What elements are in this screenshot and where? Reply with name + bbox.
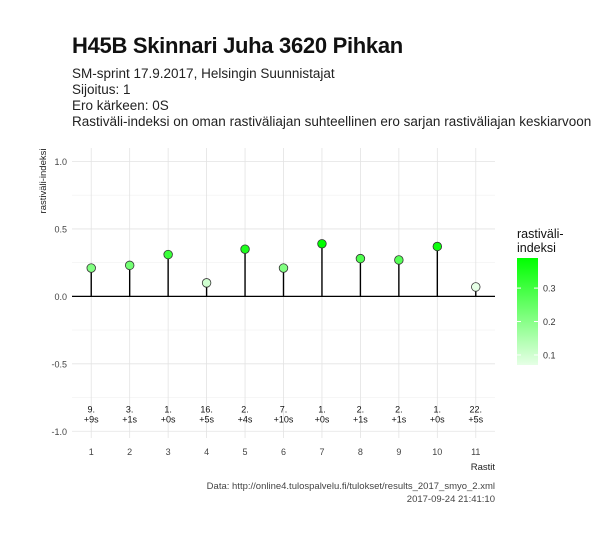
- data-point: [163, 249, 173, 260]
- legend-title-line-2: indeksi: [517, 241, 556, 255]
- legend-title-line-1: rastiväli-: [517, 227, 564, 241]
- subtitle-rank: Sijoitus: 1: [72, 82, 131, 97]
- data-point: [471, 282, 481, 292]
- x-tick-label: 10: [432, 447, 442, 457]
- time-loss-label: +1s: [391, 414, 406, 424]
- x-tick-label: 11: [471, 447, 480, 457]
- x-tick-label: 3: [166, 447, 171, 457]
- subtitle-description: Rastiväli-indeksi on oman rastiväliajan …: [72, 114, 592, 129]
- data-point: [86, 263, 96, 273]
- data-point: [355, 253, 366, 264]
- time-loss-label: +1s: [122, 414, 137, 424]
- x-tick-label: 5: [243, 447, 248, 457]
- time-loss-label: +5s: [199, 414, 214, 424]
- time-loss-label: +1s: [353, 414, 368, 424]
- time-loss-label: +4s: [238, 414, 253, 424]
- time-loss-label: +0s: [315, 414, 330, 424]
- legend-tick-label: 0.1: [543, 350, 556, 360]
- rank-label: 1.: [434, 404, 442, 414]
- rank-label: 2.: [395, 404, 403, 414]
- rank-label: 7.: [280, 404, 288, 414]
- rank-label: 2.: [241, 404, 249, 414]
- data-point: [394, 255, 404, 265]
- timestamp-caption: 2017-09-24 21:41:10: [406, 494, 495, 505]
- rank-label: 9.: [87, 404, 95, 414]
- x-tick-label: 6: [281, 447, 286, 457]
- legend-tick-label: 0.3: [543, 284, 556, 294]
- data-point: [432, 241, 443, 252]
- x-tick-label: 2: [127, 447, 132, 457]
- data-point: [201, 278, 212, 288]
- x-tick-label: 4: [204, 447, 209, 457]
- data-point: [317, 239, 327, 249]
- x-tick-label: 7: [319, 447, 324, 457]
- y-tick-label: -1.0: [51, 427, 67, 437]
- x-tick-label: 9: [396, 447, 401, 457]
- x-axis-label: Rastit: [471, 462, 496, 473]
- source-caption: Data: http://online4.tulospalvelu.fi/tul…: [206, 481, 495, 492]
- rank-label: 22.: [470, 404, 483, 414]
- time-loss-label: +10s: [274, 414, 294, 424]
- y-tick-label: -0.5: [51, 359, 67, 369]
- data-point: [278, 263, 289, 273]
- x-tick-label: 1: [89, 447, 94, 457]
- x-tick-label: 8: [358, 447, 363, 457]
- legend-color-bar: [517, 258, 538, 365]
- chart-title: H45B Skinnari Juha 3620 Pihkan: [72, 33, 403, 58]
- rank-label: 16.: [200, 404, 213, 414]
- data-point: [124, 260, 135, 271]
- y-tick-label: 0.0: [54, 292, 67, 302]
- y-axis-label: rastiväli-indeksi: [38, 149, 49, 214]
- time-loss-label: +0s: [161, 414, 176, 424]
- time-loss-label: +5s: [468, 414, 483, 424]
- time-loss-label: +0s: [430, 414, 445, 424]
- rank-label: 3.: [126, 404, 134, 414]
- rank-label: 2.: [357, 404, 365, 414]
- subtitle-event: SM-sprint 17.9.2017, Helsingin Suunnista…: [72, 66, 335, 81]
- rank-label: 1.: [318, 404, 326, 414]
- y-tick-label: 0.5: [54, 224, 67, 234]
- legend-tick-label: 0.2: [543, 317, 556, 327]
- data-point: [240, 244, 250, 254]
- rank-label: 1.: [164, 404, 172, 414]
- y-tick-label: 1.0: [54, 157, 67, 167]
- time-loss-label: +9s: [84, 414, 99, 424]
- subtitle-gap: Ero kärkeen: 0S: [72, 98, 169, 113]
